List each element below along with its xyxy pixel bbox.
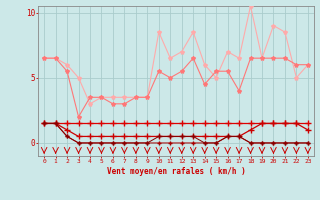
X-axis label: Vent moyen/en rafales ( km/h ): Vent moyen/en rafales ( km/h ): [107, 167, 245, 176]
